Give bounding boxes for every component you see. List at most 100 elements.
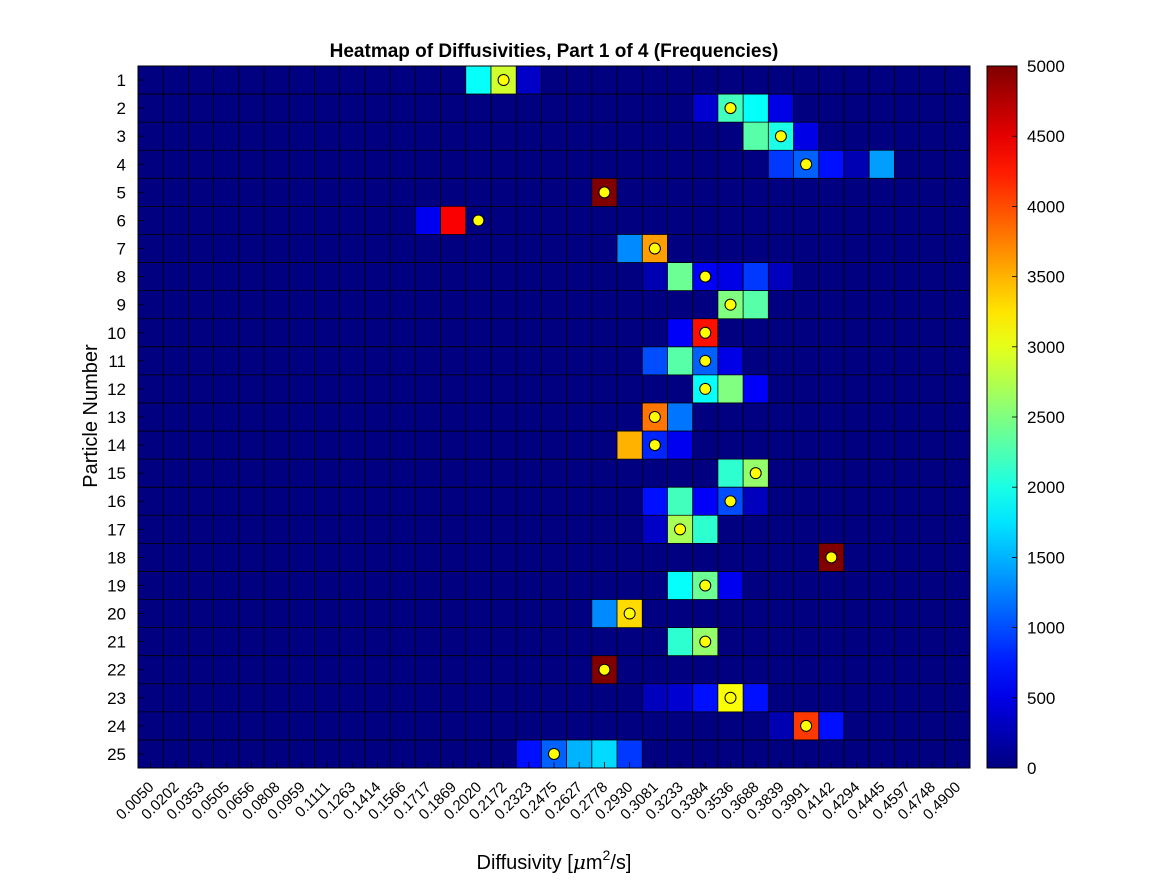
- marker-point: [825, 551, 838, 564]
- marker-point: [699, 270, 712, 283]
- heatmap-cell: [843, 150, 870, 179]
- x-axis-label-mu: μ: [573, 850, 586, 874]
- heatmap-cell: [642, 515, 668, 544]
- heatmap-cell: [440, 206, 466, 235]
- marker-point: [724, 102, 737, 115]
- heatmap-cell: [642, 346, 668, 375]
- y-tick-label: 6: [117, 211, 126, 230]
- x-axis-label-unit: m: [586, 852, 603, 874]
- x-axis-label-prefix: Diffusivity [: [477, 852, 574, 874]
- colorbar-tick-label: 500: [1027, 689, 1055, 708]
- colorbar: 0 500 1000 1500 2000 2500 3000 3500 4000 4500 5000: [986, 57, 1065, 778]
- heatmap-cell: [717, 346, 744, 375]
- marker-points: [472, 74, 838, 760]
- marker-point: [724, 298, 737, 311]
- y-tick-label: 7: [117, 240, 126, 259]
- heatmap-cells: [138, 66, 970, 768]
- y-tick-label: 15: [107, 464, 126, 483]
- chart-title: Heatmap of Diffusivities, Part 1 of 4 (F…: [330, 41, 779, 62]
- y-tick-label: 13: [107, 408, 126, 427]
- heatmap-cell: [743, 487, 769, 516]
- heatmap-cell: [465, 66, 491, 95]
- colorbar-tick-label: 1500: [1027, 548, 1065, 567]
- heatmap-cell: [743, 374, 769, 403]
- colorbar-tick-label: 4000: [1027, 197, 1065, 216]
- marker-point: [648, 411, 661, 423]
- y-tick-label: 5: [117, 183, 126, 202]
- marker-point: [724, 691, 737, 704]
- heatmap-cell: [667, 346, 693, 375]
- heatmap-cell: [717, 374, 744, 403]
- y-tick-label: 18: [107, 548, 126, 567]
- colorbar-tick-label: 2500: [1027, 408, 1065, 427]
- y-tick-label: 3: [117, 127, 126, 146]
- marker-point: [774, 130, 787, 143]
- heatmap-cell: [667, 262, 693, 291]
- y-tick-label: 12: [107, 380, 126, 399]
- colorbar-tick-label: 4500: [1027, 127, 1065, 146]
- heatmap-cell: [743, 94, 769, 123]
- y-tick-label: 11: [108, 352, 126, 371]
- heatmap-cell: [667, 431, 693, 460]
- heatmap-cell: [743, 122, 769, 151]
- y-tick-label: 14: [107, 436, 126, 455]
- heatmap-cell: [415, 206, 441, 235]
- heatmap-cell: [642, 262, 668, 291]
- colorbar-tick-label: 2000: [1027, 478, 1065, 497]
- y-tick-label: 4: [117, 155, 126, 174]
- y-tick-label: 1: [117, 71, 126, 90]
- x-axis-label: Diffusivity [μm2/s]: [477, 847, 632, 874]
- heatmap-cell: [743, 683, 769, 712]
- heatmap-cell: [591, 599, 618, 628]
- marker-point: [674, 523, 687, 536]
- heatmap-cell: [869, 150, 895, 179]
- heatmap-cell: [642, 487, 668, 516]
- heatmap-cell: [768, 94, 794, 123]
- marker-point: [648, 242, 661, 255]
- y-tick-label: 2: [117, 99, 126, 118]
- heatmap-cell: [768, 150, 794, 179]
- heatmap-cell: [617, 234, 643, 263]
- heatmap-cell: [667, 487, 693, 516]
- heatmap-background: [138, 66, 970, 768]
- heatmap-cell: [717, 262, 744, 291]
- heatmap-cell: [692, 94, 718, 123]
- y-axis-label: Particle Number: [80, 344, 102, 488]
- y-tick-labels: 1234567891011121314151617181920212223242…: [107, 71, 144, 764]
- heatmap-cell: [692, 487, 718, 516]
- y-tick-label: 9: [117, 296, 126, 315]
- colorbar-tick-label: 0: [1027, 759, 1036, 778]
- heatmap-cell: [692, 515, 718, 544]
- y-tick-label: 8: [117, 268, 126, 287]
- y-tick-label: 20: [107, 605, 126, 624]
- colorbar-tick-label: 3000: [1027, 338, 1065, 357]
- heatmap-cell: [667, 571, 693, 600]
- heatmap-cell: [768, 711, 794, 740]
- marker-point: [598, 663, 611, 676]
- marker-point: [497, 74, 510, 87]
- heatmap-cell: [667, 318, 693, 347]
- marker-point: [699, 382, 712, 395]
- marker-point: [699, 326, 712, 339]
- marker-point: [598, 186, 611, 199]
- marker-point: [749, 467, 762, 480]
- heatmap-cell: [743, 262, 769, 291]
- marker-point: [548, 747, 560, 760]
- heatmap-cell: [717, 571, 744, 600]
- heatmap-cell: [667, 402, 693, 432]
- y-tick-label: 24: [107, 717, 126, 736]
- y-tick-label: 10: [107, 324, 126, 343]
- marker-point: [800, 719, 813, 732]
- heatmap-cell: [667, 683, 693, 712]
- colorbar-tick-label: 3500: [1027, 268, 1065, 287]
- marker-point: [648, 439, 661, 452]
- y-tick-label: 23: [107, 689, 126, 708]
- marker-point: [800, 158, 813, 171]
- heatmap-cell: [692, 683, 718, 712]
- y-tick-label: 22: [107, 661, 126, 680]
- y-tick-label: 21: [107, 633, 126, 652]
- heatmap-cell: [768, 262, 794, 291]
- colorbar-tick-label: 1000: [1027, 619, 1065, 638]
